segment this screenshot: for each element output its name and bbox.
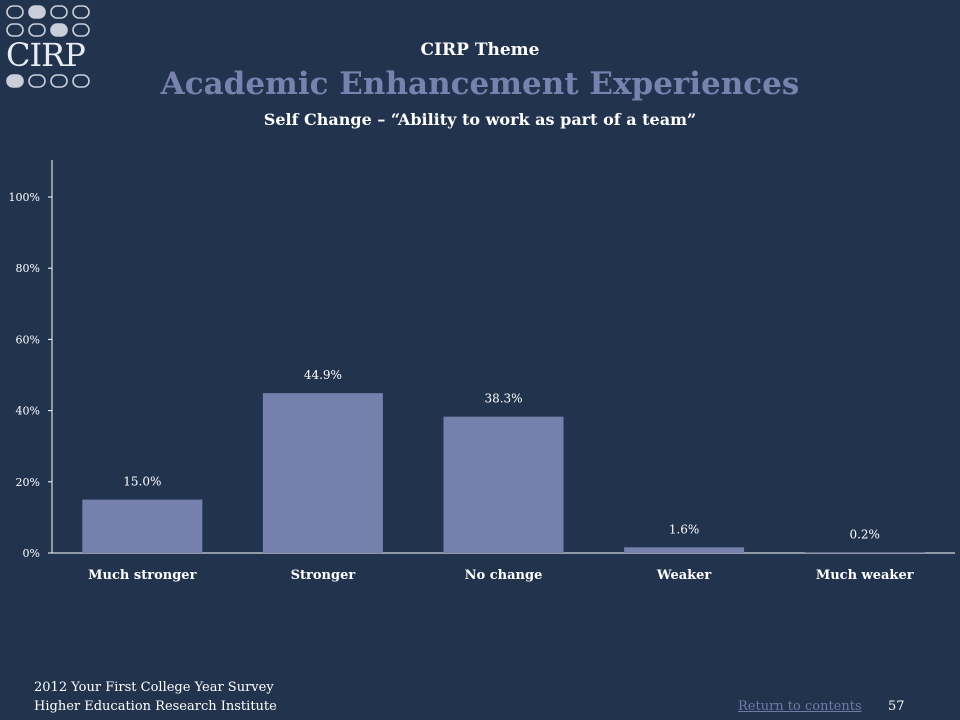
bar — [82, 499, 203, 553]
page-title: Academic Enhancement Experiences — [160, 66, 800, 102]
data-label: 15.0% — [123, 475, 161, 489]
x-tick-label: Weaker — [656, 568, 712, 583]
chart-subtitle: Self Change – “Ability to work as part o… — [263, 110, 697, 129]
bar — [262, 393, 383, 553]
y-tick-label: 20% — [16, 476, 40, 489]
data-label: 38.3% — [484, 392, 522, 406]
bar — [624, 547, 745, 553]
survey-name: 2012 Your First College Year Survey — [34, 680, 274, 695]
y-tick-label: 60% — [16, 333, 40, 346]
data-label: 0.2% — [849, 527, 880, 541]
y-tick-label: 40% — [16, 405, 40, 418]
data-label: 1.6% — [669, 522, 700, 536]
data-label: 44.9% — [304, 368, 342, 382]
x-tick-label: No change — [465, 568, 543, 583]
page-number: 57 — [888, 699, 905, 714]
return-to-contents-link[interactable]: Return to contents — [738, 699, 862, 714]
theme-label: CIRP Theme — [420, 40, 540, 60]
bar — [443, 416, 564, 553]
cirp-logo — [6, 5, 90, 88]
x-tick-label: Much weaker — [816, 568, 914, 583]
x-tick-label: Much stronger — [88, 568, 196, 583]
institute-name: Higher Education Research Institute — [34, 699, 277, 714]
logo-text: CIRP — [6, 36, 86, 74]
y-tick-label: 100% — [9, 191, 40, 204]
bar-chart: 0% 20% 40% 60% 80% 100% 15.0% Much stronger 44.9… — [9, 160, 955, 583]
x-tick-label: Stronger — [291, 568, 356, 583]
y-tick-label: 80% — [16, 262, 40, 275]
bar — [804, 552, 925, 553]
y-tick-label: 0% — [23, 547, 40, 560]
